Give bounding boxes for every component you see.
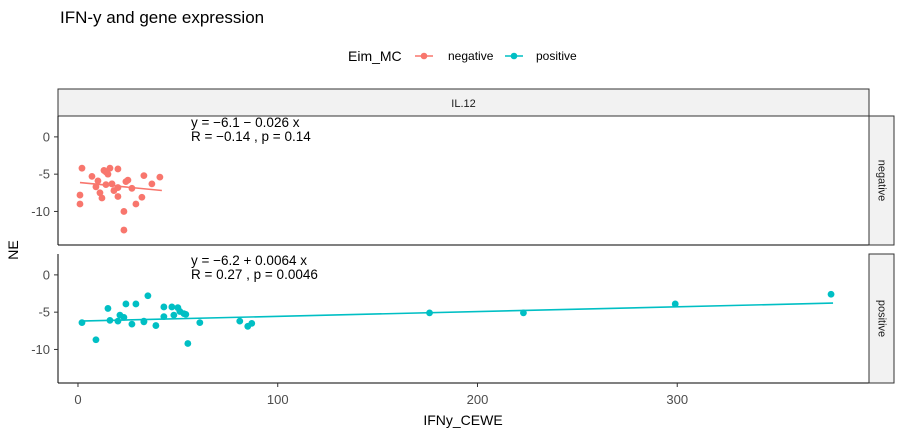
x-tick-label: 300	[666, 392, 688, 407]
panel-negative: 0 -5 -10 negative y = −6.1 − 0.026 xR = −0.1…	[31, 115, 895, 246]
data-point-negative	[96, 189, 104, 197]
data-point-negative	[140, 172, 148, 180]
data-point-positive	[160, 313, 168, 321]
data-point-negative	[156, 173, 164, 181]
y-tick-label: 0	[43, 129, 50, 144]
legend: Eim_MC negative positive	[348, 48, 577, 64]
regression-stats-negative: R = −0.14 , p = 0.14	[191, 129, 311, 144]
data-point-negative	[124, 176, 132, 184]
legend-key-positive-dot	[510, 52, 518, 60]
y-tick-label: -5	[38, 305, 50, 320]
data-point-positive	[160, 303, 168, 311]
data-point-positive	[827, 290, 835, 298]
data-point-negative	[114, 184, 122, 191]
row-strip-label-negative: negative	[876, 160, 888, 202]
data-point-positive	[140, 318, 148, 326]
data-point-positive	[168, 303, 176, 311]
legend-label-positive: positive	[536, 49, 577, 63]
data-point-negative	[92, 183, 100, 191]
regression-stats-positive: R = 0.27 , p = 0.0046	[191, 267, 318, 282]
panel-positive: 0 -5 -10 positive y = −6.2 + 0.0064 xR = 0.2…	[31, 253, 895, 384]
data-point-positive	[236, 317, 244, 325]
y-tick-label: -5	[38, 167, 50, 182]
data-point-negative	[114, 165, 122, 173]
data-point-positive	[78, 319, 86, 327]
data-point-positive	[184, 340, 192, 347]
data-point-positive	[182, 310, 190, 318]
chart-title: IFN-y and gene expression	[60, 8, 264, 27]
data-point-negative	[114, 193, 122, 200]
data-point-negative	[76, 191, 84, 199]
data-point-positive	[114, 317, 122, 325]
data-point-positive	[120, 313, 128, 321]
row-strip-label-positive: positive	[876, 300, 888, 337]
y-axis-title: NE	[5, 240, 21, 259]
data-point-negative	[148, 180, 156, 188]
data-point-negative	[102, 181, 110, 189]
legend-key-negative-dot	[420, 52, 428, 60]
data-point-positive	[248, 319, 256, 327]
row-strip-box	[868, 253, 895, 384]
row-strip-box	[868, 115, 895, 246]
data-point-positive	[122, 300, 130, 308]
data-point-positive	[104, 305, 112, 312]
data-point-negative	[120, 208, 128, 215]
data-point-negative	[106, 164, 114, 172]
data-point-positive	[196, 319, 204, 327]
data-point-negative	[104, 170, 112, 178]
data-point-positive	[426, 309, 433, 317]
legend-title: Eim_MC	[348, 48, 402, 64]
regression-equation-negative: y = −6.1 − 0.026 x	[191, 115, 300, 130]
data-point-negative	[128, 184, 136, 192]
x-tick-label: 0	[74, 392, 81, 407]
data-point-negative	[78, 164, 86, 172]
y-tick-label: 0	[43, 267, 50, 282]
data-point-negative	[94, 177, 102, 185]
data-point-positive	[520, 309, 527, 317]
data-point-positive	[671, 300, 679, 308]
data-point-negative	[132, 200, 140, 208]
data-point-positive	[152, 322, 160, 329]
regression-equation-positive: y = −6.2 + 0.0064 x	[191, 253, 307, 268]
y-tick-label: -10	[31, 204, 50, 219]
data-point-positive	[106, 316, 114, 324]
data-point-positive	[92, 336, 100, 344]
x-axis: 0 100 200 300	[74, 383, 688, 407]
fit-line-positive	[79, 302, 834, 322]
x-tick-label: 200	[467, 392, 489, 407]
data-point-negative	[138, 193, 146, 201]
data-point-negative	[98, 194, 106, 202]
legend-label-negative: negative	[448, 49, 494, 63]
x-tick-label: 100	[267, 392, 289, 407]
data-point-positive	[144, 292, 152, 300]
column-strip: IL.12	[57, 88, 870, 117]
data-point-positive	[132, 300, 140, 308]
column-strip-box	[57, 88, 870, 117]
column-strip-label: IL.12	[451, 98, 475, 110]
data-point-negative	[88, 172, 96, 180]
data-point-negative	[76, 200, 84, 208]
data-point-negative	[120, 226, 128, 234]
data-point-positive	[170, 311, 178, 319]
data-point-negative	[108, 180, 116, 188]
data-point-positive	[128, 320, 136, 328]
y-tick-label: -10	[31, 342, 50, 357]
x-axis-title: IFNy_CEWE	[423, 412, 502, 428]
